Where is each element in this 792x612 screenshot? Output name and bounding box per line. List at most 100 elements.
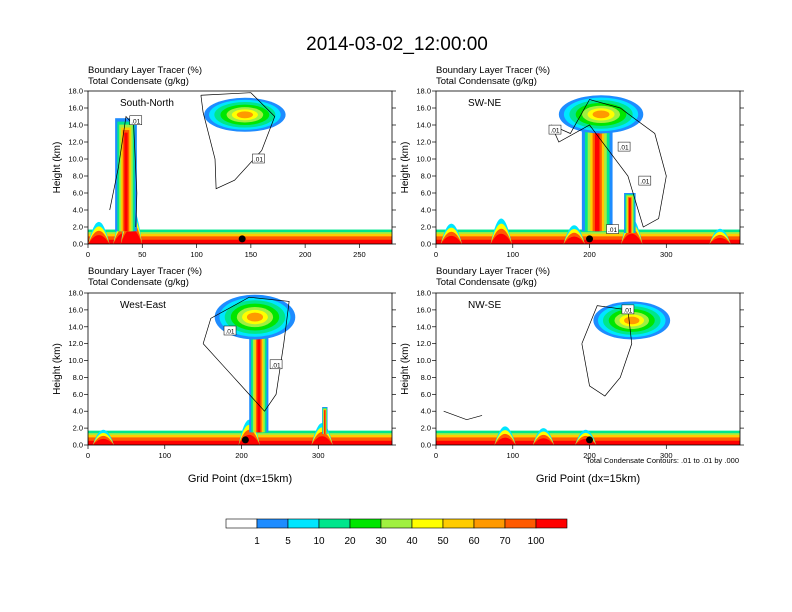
y-tick-label: 6.0 xyxy=(73,189,83,198)
region-label: West-East xyxy=(120,300,166,311)
y-axis-label: Height (km) xyxy=(400,142,411,194)
contour-label: .01 xyxy=(640,179,649,186)
colorbar-swatch xyxy=(442,518,475,529)
panel-nw-se: .01 0.0 2.0 4.0 6.0 8.0 10.0 12.0 14.0 16.0 18.0 0 1… xyxy=(400,289,744,485)
contour-label-box xyxy=(223,325,237,336)
panel-header-3: Boundary Layer Tracer (%) Total Condensa… xyxy=(88,266,202,288)
tracer-bump xyxy=(563,236,585,244)
y-tick-label: 12.0 xyxy=(68,339,83,348)
x-tick-label: 0 xyxy=(86,250,90,259)
colorbar-swatch xyxy=(287,518,320,529)
colorbar-label: 40 xyxy=(406,536,418,547)
panel-header-2: Boundary Layer Tracer (%) Total Condensa… xyxy=(436,65,550,87)
colorbar-swatch xyxy=(504,518,537,529)
field-layer: .01 .01 xyxy=(88,294,392,445)
plume-layer xyxy=(594,127,600,232)
x-tick-label: 250 xyxy=(353,250,366,259)
x-tick-label: 100 xyxy=(507,250,520,259)
y-tick-label: 18.0 xyxy=(416,87,431,96)
tracer-bump xyxy=(120,228,143,244)
y-tick-label: 14.0 xyxy=(68,322,83,331)
x-tick-label: 0 xyxy=(86,451,90,460)
plot-frame xyxy=(87,90,393,245)
y-tick-label: 16.0 xyxy=(416,104,431,113)
y-tick-label: 14.0 xyxy=(416,322,431,331)
x-tick-label: 200 xyxy=(583,451,596,460)
contour-footnote: Total Condensate Contours: .01 to .01 by… xyxy=(586,456,739,465)
anvil-layer xyxy=(246,312,264,322)
y-tick-label: 18.0 xyxy=(68,289,83,298)
panel-sw-ne: .01 .01 .01 .01 0.0 2.0 4.0 6.0 8.0 10.0 12.0 14.0 1… xyxy=(400,87,744,259)
y-tick-label: 8.0 xyxy=(73,373,83,382)
y-tick-label: 8.0 xyxy=(421,373,431,382)
y-tick-label: 2.0 xyxy=(73,424,83,433)
contour-label-box xyxy=(548,124,562,135)
colorbar-label: 10 xyxy=(313,536,325,547)
header-layer-tracer: Boundary Layer Tracer (%) xyxy=(436,65,550,76)
colorbar-swatch xyxy=(225,518,258,529)
y-tick-label: 18.0 xyxy=(68,87,83,96)
anvil-layer xyxy=(624,316,640,325)
field-layer: .01 xyxy=(436,301,740,445)
y-tick-label: 12.0 xyxy=(416,138,431,147)
contour-label: .01 xyxy=(550,128,559,135)
tracer-bump xyxy=(88,235,110,244)
header-layer-tracer: Boundary Layer Tracer (%) xyxy=(88,65,202,76)
y-axis-label: Height (km) xyxy=(52,343,63,395)
contour-label: .01 xyxy=(272,362,281,369)
tracer-bump xyxy=(92,438,114,445)
tracer-bump xyxy=(494,437,516,445)
x-tick-label: 300 xyxy=(312,451,325,460)
colorbar-label: 20 xyxy=(344,536,356,547)
location-marker xyxy=(241,436,249,444)
tracer-bump xyxy=(621,233,643,244)
colorbar-swatch xyxy=(318,518,351,529)
colorbar-swatch xyxy=(535,518,568,529)
panel-header-4: Boundary Layer Tracer (%) Total Condensa… xyxy=(436,266,550,288)
colorbar-swatch xyxy=(256,518,289,529)
contour-label-box xyxy=(638,175,652,186)
y-tick-label: 0.0 xyxy=(421,441,431,450)
plot-frame xyxy=(435,292,741,446)
condensate-contour xyxy=(200,92,276,190)
y-tick-label: 14.0 xyxy=(68,121,83,130)
plot-frame xyxy=(435,90,741,245)
condensate-contour xyxy=(550,99,667,228)
colorbar-label: 100 xyxy=(528,536,545,547)
x-tick-label: 0 xyxy=(434,250,438,259)
header-condensate: Total Condensate (g/kg) xyxy=(436,277,537,288)
x-tick-label: 100 xyxy=(507,451,520,460)
colorbar-swatch xyxy=(349,518,382,529)
y-tick-label: 6.0 xyxy=(421,189,431,198)
tracer-bump xyxy=(440,235,462,244)
y-tick-label: 4.0 xyxy=(73,206,83,215)
figure-title: 2014-03-02_12:00:00 xyxy=(306,34,488,55)
region-label: NW-SE xyxy=(468,300,501,311)
y-axis-label: Height (km) xyxy=(400,343,411,395)
location-marker xyxy=(238,235,246,243)
y-tick-label: 0.0 xyxy=(73,441,83,450)
y-tick-label: 2.0 xyxy=(421,223,431,232)
x-tick-label: 300 xyxy=(660,250,673,259)
y-tick-label: 2.0 xyxy=(421,424,431,433)
contour-label-box xyxy=(129,115,143,125)
anvil-layer xyxy=(236,111,254,119)
plume-layer xyxy=(257,314,261,433)
contour-label: .01 xyxy=(608,227,617,234)
header-condensate: Total Condensate (g/kg) xyxy=(436,76,537,87)
y-tick-label: 14.0 xyxy=(416,121,431,130)
condensate-contour xyxy=(581,305,633,397)
y-tick-label: 6.0 xyxy=(421,390,431,399)
y-tick-label: 16.0 xyxy=(68,104,83,113)
y-tick-label: 8.0 xyxy=(73,172,83,181)
x-tick-label: 300 xyxy=(660,451,673,460)
field-layer: .01 .01 .01 .01 xyxy=(436,95,740,244)
x-tick-label: 200 xyxy=(235,451,248,460)
contour-label: .01 xyxy=(254,157,263,164)
y-tick-label: 10.0 xyxy=(68,155,83,164)
colorbar-label: 50 xyxy=(437,536,449,547)
y-tick-label: 0.0 xyxy=(73,240,83,249)
colorbar-label: 60 xyxy=(468,536,480,547)
panel-header-1: Boundary Layer Tracer (%) Total Condensa… xyxy=(88,65,202,87)
y-tick-label: 6.0 xyxy=(73,390,83,399)
